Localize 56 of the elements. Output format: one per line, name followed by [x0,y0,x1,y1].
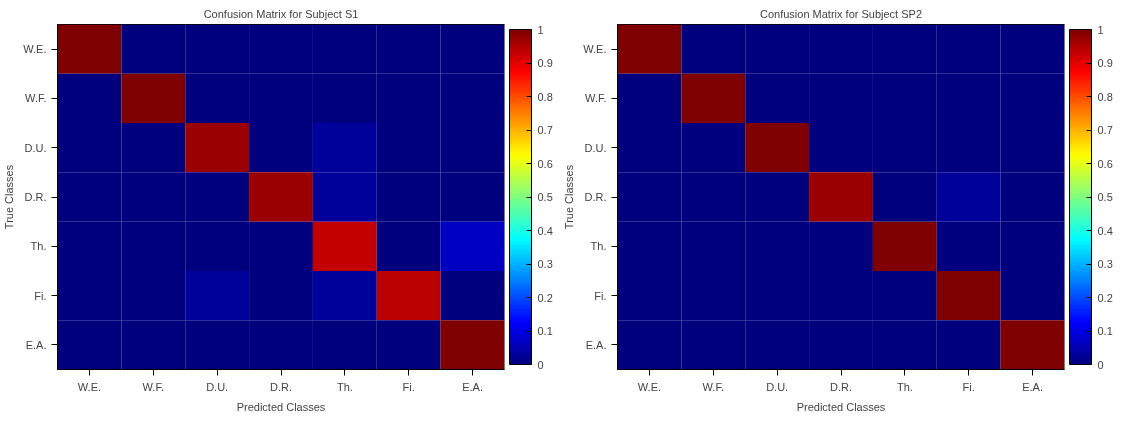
color-bar-label: 0.1 [537,325,553,337]
x-tick-label: Th. [336,380,353,393]
y-tick-label: W.E. [23,43,47,56]
color-bar-label: 0.4 [537,224,553,237]
y-tick-label: Fi. [594,289,607,302]
y-tick-label: E.A. [25,338,47,351]
color-bar-label: 0.6 [537,157,553,170]
x-tick-label: Th. [896,380,913,393]
y-tick-label: W.E. [583,43,607,56]
x-axis-title: Predicted Classes [796,400,886,413]
x-tick-label: D.R. [270,380,292,393]
y-tick-label: W.F. [25,92,47,105]
x-tick-label: D.R. [830,380,852,393]
x-tick-label: W.F. [702,380,724,393]
x-tick-label: D.U. [206,380,229,393]
x-axis-title: Predicted Classes [236,400,326,413]
chart-title: Confusion Matrix for Subject SP2 [759,7,923,20]
x-tick-label: E.A. [462,380,483,393]
color-bar-label: 0.7 [1097,124,1113,136]
y-tick-label: Th. [590,240,607,253]
color-bar-label: 0.5 [1097,191,1113,203]
chart-title: Confusion Matrix for Subject S1 [203,7,359,20]
color-bar-label: 0 [537,358,544,371]
color-bar-label: 0.8 [537,90,553,103]
x-tick-label: Fi. [962,380,975,393]
color-bar-label: 0.3 [1097,258,1113,270]
color-bar-label: 0 [1097,358,1104,371]
x-tick-label: Fi. [402,380,415,393]
color-bar-label: 1 [1097,23,1104,36]
y-tick-label: D.U. [24,141,47,154]
y-tick-label: D.R. [584,191,607,203]
y-tick-label: Fi. [34,289,47,302]
color-bar-label: 0.7 [537,124,553,136]
color-bar-label: 0.8 [1097,90,1113,103]
y-tick-label: W.F. [585,92,607,105]
y-axis-title: True Classes [3,164,16,230]
color-bar-label: 0.2 [537,291,553,304]
y-tick-label: D.U. [584,141,607,154]
color-bar-label: 0.4 [1097,224,1113,237]
x-tick-label: W.E. [637,380,662,393]
color-bar-label: 1 [537,23,544,36]
x-tick-label: W.F. [142,380,164,393]
color-bar-label: 0.1 [1097,325,1113,337]
color-bar-label: 0.6 [1097,157,1113,170]
y-tick-label: E.A. [585,338,607,351]
x-tick-label: W.E. [77,380,102,393]
color-bar-label: 0.2 [1097,291,1113,304]
color-bar-label: 0.5 [537,191,553,203]
y-axis-title: True Classes [563,164,576,230]
color-bar-label: 0.9 [537,57,553,69]
y-tick-label: Th. [30,240,47,253]
x-tick-label: E.A. [1022,380,1043,393]
y-tick-label: D.R. [24,191,47,203]
color-bar-label: 0.9 [1097,57,1113,69]
color-bar-label: 0.3 [537,258,553,270]
x-tick-label: D.U. [766,380,789,393]
